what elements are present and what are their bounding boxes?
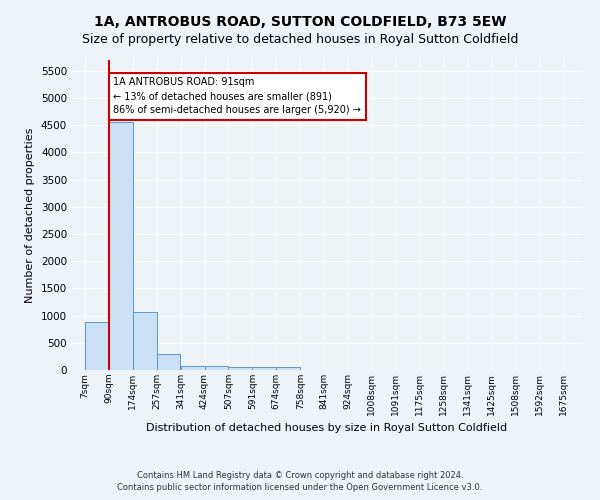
Bar bbox=[133, 312, 157, 370]
Bar bbox=[253, 368, 276, 370]
Bar bbox=[181, 366, 205, 370]
Bar bbox=[85, 322, 109, 370]
Bar bbox=[205, 366, 229, 370]
X-axis label: Distribution of detached houses by size in Royal Sutton Coldfield: Distribution of detached houses by size … bbox=[146, 423, 508, 433]
Text: Contains HM Land Registry data © Crown copyright and database right 2024.
Contai: Contains HM Land Registry data © Crown c… bbox=[118, 471, 482, 492]
Text: 1A ANTROBUS ROAD: 91sqm
← 13% of detached houses are smaller (891)
86% of semi-d: 1A ANTROBUS ROAD: 91sqm ← 13% of detache… bbox=[113, 78, 361, 116]
Bar bbox=[109, 122, 133, 370]
Bar bbox=[157, 354, 181, 370]
Text: 1A, ANTROBUS ROAD, SUTTON COLDFIELD, B73 5EW: 1A, ANTROBUS ROAD, SUTTON COLDFIELD, B73… bbox=[94, 15, 506, 29]
Y-axis label: Number of detached properties: Number of detached properties bbox=[25, 128, 35, 302]
Bar bbox=[276, 368, 300, 370]
Text: Size of property relative to detached houses in Royal Sutton Coldfield: Size of property relative to detached ho… bbox=[82, 32, 518, 46]
Bar bbox=[229, 368, 252, 370]
